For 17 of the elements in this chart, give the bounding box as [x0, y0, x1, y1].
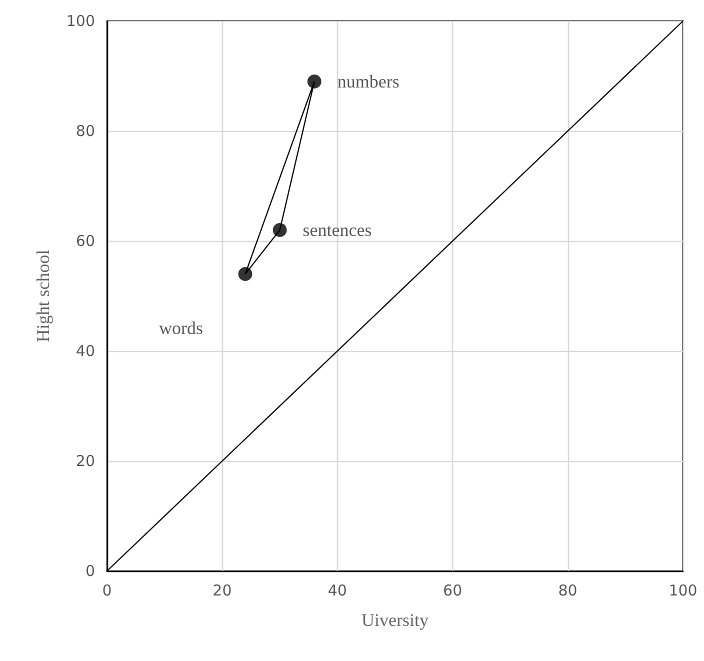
x-tick-label: 80 — [558, 582, 578, 600]
y-tick-label: 60 — [76, 232, 95, 250]
x-tick-label: 40 — [328, 582, 347, 600]
x-tick-label: 20 — [212, 582, 232, 600]
y-tick-label: 40 — [76, 342, 95, 360]
x-tick-label: 0 — [102, 582, 112, 600]
y-axis-title: Hight school — [33, 250, 53, 342]
x-axis-title: Uiversity — [362, 610, 428, 630]
annotation: numbers — [337, 72, 400, 92]
x-tick-label: 60 — [443, 582, 462, 600]
y-tick-label: 0 — [85, 562, 95, 580]
annotation: sentences — [302, 220, 372, 240]
y-tick-label: 80 — [76, 122, 95, 140]
y-tick-label: 20 — [76, 452, 95, 470]
y-tick-label: 100 — [66, 12, 95, 30]
x-tick-label: 100 — [668, 582, 698, 600]
annotation: words — [159, 318, 203, 338]
